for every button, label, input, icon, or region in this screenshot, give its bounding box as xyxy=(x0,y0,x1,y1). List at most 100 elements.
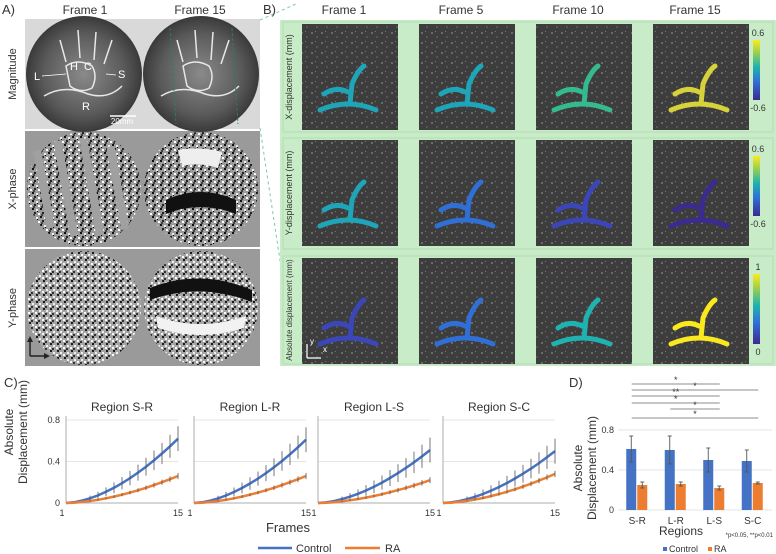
row-label-absolute-displacement: Absolute displacement (mm) xyxy=(285,259,294,361)
bar-control xyxy=(626,449,637,510)
displacement-map-tile xyxy=(302,24,398,130)
x-tick-label: 15 xyxy=(301,508,311,518)
panel-c-ylabel: AbsoluteDisplacement (mm) xyxy=(2,380,30,484)
segment-l-r xyxy=(672,202,702,213)
panel-d-xlabel: Regions xyxy=(659,524,703,538)
displacement-map-tile xyxy=(302,258,398,364)
bone-segment-overlay xyxy=(434,63,496,113)
panel-b-frame-header: Frame 10 xyxy=(552,3,604,17)
bar-control xyxy=(664,450,675,510)
x-tick-label: L-R xyxy=(668,516,684,527)
y-tick-label: 0.8 xyxy=(47,415,60,425)
row-label-xphase: X-phase xyxy=(7,169,19,210)
segment-l-s xyxy=(698,297,718,341)
displacement-map-tile xyxy=(419,140,515,246)
colorbar-min: -0.6 xyxy=(750,103,766,113)
displacement-map-tile xyxy=(302,140,398,246)
segment-l-s xyxy=(347,63,367,107)
bone-segment-overlay xyxy=(317,297,379,347)
chart-title: Region L-S xyxy=(344,400,404,414)
panel-a-frame-header: Frame 15 xyxy=(174,3,226,17)
segment-l-s xyxy=(464,63,484,107)
colorbar-absolute-displacement xyxy=(753,274,760,344)
colorbar-x-displacement xyxy=(753,40,760,100)
panel-b-label: B) xyxy=(263,2,276,17)
row-label-magnitude: Magnitude xyxy=(7,48,19,99)
significance-marker: * xyxy=(693,409,697,419)
segment-l-r xyxy=(672,86,702,97)
anatomy-label-r: R xyxy=(82,101,90,113)
bar-ra xyxy=(714,488,725,510)
xy-axes-indicator xyxy=(306,344,321,359)
line-chart: Region L-S 1 15 xyxy=(311,400,435,518)
segment-l-s xyxy=(698,63,718,107)
anatomy-label-h: H xyxy=(70,61,78,73)
panel-b-frame-header: Frame 5 xyxy=(439,3,484,17)
segment-l-s xyxy=(347,179,367,223)
displacement-map-tile xyxy=(536,258,632,364)
line-chart: Region S-C 1 15 xyxy=(436,400,560,518)
x-tick-label: S-R xyxy=(629,516,646,527)
displacement-map-tile xyxy=(419,258,515,364)
bone-segment-overlay xyxy=(551,179,613,229)
bone-segment-overlay xyxy=(668,297,730,347)
displacement-map-tile xyxy=(653,140,749,246)
bar-control xyxy=(703,460,714,510)
panel-b-displacement-maps xyxy=(280,20,776,366)
bone-segment-overlay xyxy=(668,179,730,229)
displacement-map-tile xyxy=(419,24,515,130)
significance-marker: * xyxy=(674,394,678,404)
bar-ra xyxy=(637,485,648,510)
segment-l-r xyxy=(438,202,468,213)
segment-l-s xyxy=(581,63,601,107)
segment-l-r xyxy=(555,202,585,213)
axis-y-label: y xyxy=(310,337,314,346)
significance-marker: ** xyxy=(672,387,680,397)
x-tick-label: 1 xyxy=(59,508,64,518)
segment-l-r xyxy=(321,320,351,331)
y-tick-label: 0 xyxy=(609,505,614,515)
segment-l-r xyxy=(321,202,351,213)
bar-ra xyxy=(675,484,686,510)
panel-d-footnote: *p<0.05, **p<0.01 xyxy=(726,533,774,539)
segment-l-r xyxy=(321,86,351,97)
bar-control xyxy=(741,461,752,510)
panel-a-label: A) xyxy=(2,2,15,17)
chart-title: Region S-R xyxy=(91,400,153,414)
x-tick-label: 15 xyxy=(550,508,560,518)
y-tick-label: 0.4 xyxy=(47,457,60,467)
y-tick-label: 0.4 xyxy=(601,465,614,475)
panel-b-frame-header: Frame 1 xyxy=(322,3,367,17)
colorbar-max: 0.6 xyxy=(752,144,765,154)
anatomy-label-l: L xyxy=(34,71,40,83)
panel-d-bar-chart: 00.40.8S-R L-R L-S S-C******* xyxy=(601,375,772,527)
colorbar-max: 0.6 xyxy=(752,28,765,38)
panel-c-xlabel: Frames xyxy=(266,520,311,535)
segment-l-s xyxy=(698,179,718,223)
segment-l-r xyxy=(672,320,702,331)
legend-d-control-swatch xyxy=(663,547,667,551)
bar-ra xyxy=(752,483,763,510)
x-tick-label: 1 xyxy=(311,508,316,518)
bone-segment-overlay xyxy=(317,63,379,113)
colorbar-max: 1 xyxy=(755,262,760,272)
panel-c-label: C) xyxy=(4,375,18,390)
line-chart: Region L-R 1 15 xyxy=(187,400,311,518)
x-tick-label: L-S xyxy=(706,516,722,527)
y-tick-label: 0.8 xyxy=(601,425,614,435)
segment-l-r xyxy=(438,86,468,97)
x-tick-label: 15 xyxy=(425,508,435,518)
colorbar-min: 0 xyxy=(755,347,760,357)
bone-segment-overlay xyxy=(317,179,379,229)
panel-a-frame-header: Frame 1 xyxy=(63,3,108,17)
panel-b-frame-header: Frame 15 xyxy=(669,3,721,17)
significance-marker: * xyxy=(693,381,697,391)
bone-segment-overlay xyxy=(551,63,613,113)
displacement-map-tile xyxy=(653,258,749,364)
colorbar-min: -0.6 xyxy=(750,219,766,229)
line-chart: Region S-R 0 0.4 0.8 1 15 xyxy=(47,400,183,518)
significance-marker: * xyxy=(674,375,678,385)
anatomy-label-c: C xyxy=(84,61,92,73)
chart-title: Region S-C xyxy=(468,400,530,414)
